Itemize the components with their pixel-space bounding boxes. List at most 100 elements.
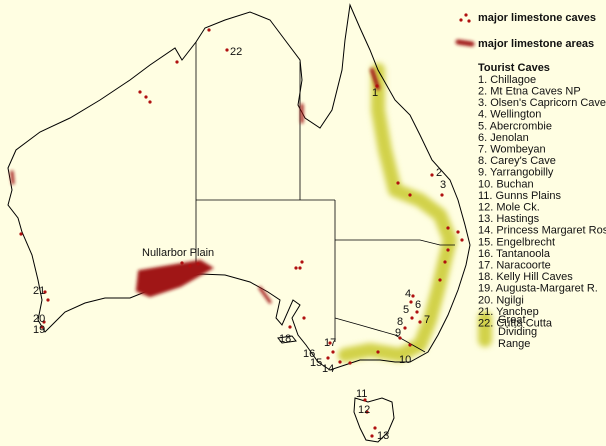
legend-caves: major limestone caves (478, 12, 596, 24)
list-item: 13. Hastings (478, 213, 540, 225)
cave-dot (411, 294, 415, 298)
cave-number: 11 (356, 388, 367, 400)
legend-cave-dot (467, 19, 471, 23)
cave-dot (225, 48, 229, 52)
cave-dot (375, 84, 379, 88)
cave-dot (408, 343, 412, 347)
legend-cave-dot (459, 18, 463, 22)
cave-number: 9 (395, 327, 401, 339)
cave-number: 7 (424, 314, 430, 326)
cave-number: 8 (397, 316, 403, 328)
cave-number: 16 (303, 348, 315, 360)
cave-dot (365, 410, 369, 414)
cave-dot (43, 290, 47, 294)
list-item: 20. Ngilgi (478, 294, 524, 306)
cave-number: 12 (358, 404, 370, 416)
cave-number: 22 (230, 46, 242, 58)
list-item: 9. Yarrangobilly (478, 167, 554, 179)
cave-dot (19, 232, 23, 236)
cave-number: 20 (33, 313, 45, 325)
list-item: 21. Yanchep (478, 306, 539, 318)
cave-dot (138, 90, 142, 94)
legend-areas: major limestone areas (478, 38, 594, 50)
cave-dot (180, 261, 184, 265)
cave-dot (298, 266, 302, 270)
cave-number: 18 (279, 333, 291, 345)
cave-number: 3 (440, 179, 446, 191)
kangaroo-island (277, 335, 297, 344)
cave-dot (300, 260, 304, 264)
cave-dot (446, 248, 450, 252)
cave-dot (148, 100, 152, 104)
cave-number: 15 (310, 357, 322, 369)
cave-dot (331, 350, 335, 354)
range-label: Range (498, 338, 530, 350)
cave-dot (326, 356, 330, 360)
cave-dot (376, 350, 380, 354)
cave-dot (328, 341, 332, 345)
cave-dot (373, 426, 377, 430)
range-label: Dividing (498, 326, 537, 338)
cave-dot (294, 266, 298, 270)
legend: major limestone caves major limestone ar… (459, 12, 596, 50)
list-item: 12. Mole Ck. (478, 202, 540, 214)
cave-number: 1 (372, 87, 378, 99)
cave-dot (410, 316, 414, 320)
list-item: 15. Engelbrecht (478, 236, 555, 248)
cave-number: 13 (377, 430, 389, 442)
list-item: 7. Wombeyan (478, 144, 546, 156)
cave-dot (456, 230, 460, 234)
cave-number: 19 (33, 324, 45, 336)
mainland-coast (7, 3, 471, 371)
list-item: 17. Naracoorte (478, 260, 551, 272)
list-item: 10. Buchan (478, 178, 534, 190)
cave-number: 5 (403, 304, 409, 316)
cave-number: 14 (322, 363, 334, 375)
cave-dot (415, 310, 419, 314)
nullarbor-label: Nullarbor Plain (142, 247, 214, 259)
cave-number: 21 (33, 285, 45, 297)
list-item: 4. Wellington (478, 109, 541, 121)
cave-dot (446, 226, 450, 230)
cave-dot (188, 264, 192, 268)
cave-dot (396, 181, 400, 185)
list-item: 6. Jenolan (478, 132, 529, 144)
cave-dots (19, 28, 464, 438)
cave-dot (403, 326, 407, 330)
cave-dot (46, 298, 50, 302)
cave-dot (348, 361, 352, 365)
legend-cave-dot (464, 13, 468, 17)
cave-dot (363, 398, 367, 402)
list-item: 11. Gunns Plains (478, 190, 561, 202)
cave-dot (438, 278, 442, 282)
cave-dot (418, 320, 422, 324)
cave-dot (398, 336, 402, 340)
cave-dot (408, 193, 412, 197)
list-item: 22. Cutta Cutta (478, 318, 553, 330)
list-item: 14. Princess Margaret Rose (478, 225, 606, 237)
list-item: 3. Olsen's Capricorn Caves (478, 97, 606, 109)
cave-dot (460, 238, 464, 242)
cave-dot (409, 300, 413, 304)
list-item: 1. Chillagoe (478, 74, 536, 86)
cave-dot (440, 193, 444, 197)
list-title: Tourist Caves (478, 62, 550, 74)
limestone-areas (10, 39, 475, 304)
cave-dot (175, 60, 179, 64)
cave-dot (207, 28, 211, 32)
cave-number: 4 (405, 288, 411, 300)
list-item: 19. Augusta-Margaret R. (478, 283, 598, 295)
range-label: Great (498, 314, 526, 326)
cave-dot (430, 173, 434, 177)
tasmania-coast (353, 397, 395, 443)
cave-dot (338, 360, 342, 364)
cave-number: 2 (436, 167, 442, 179)
cave-dot (370, 434, 374, 438)
list-item: 8. Carey's Cave (478, 155, 556, 167)
cave-number: 17 (324, 337, 336, 349)
cave-dot (40, 325, 44, 329)
cave-dot (196, 262, 200, 266)
dividing-range (338, 63, 492, 362)
list-item: 16. Tantanoola (478, 248, 551, 260)
